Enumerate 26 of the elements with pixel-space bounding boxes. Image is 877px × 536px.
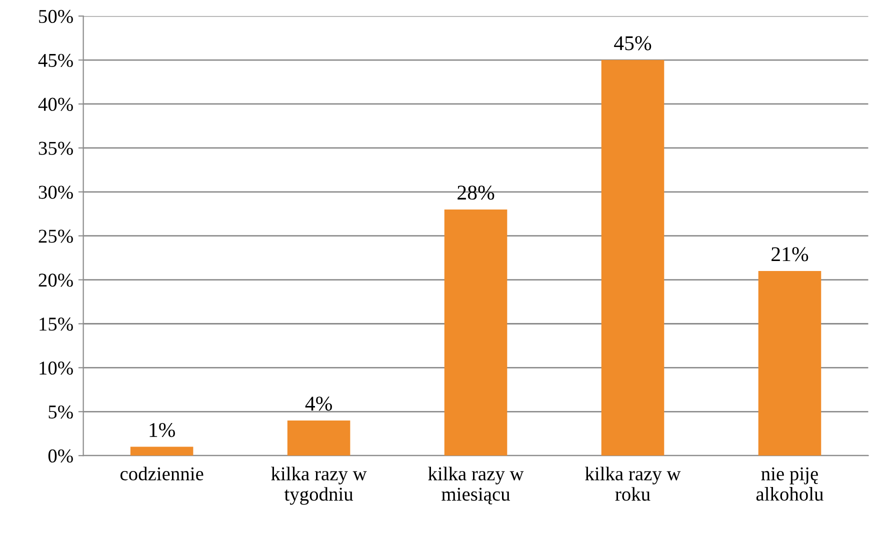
bar <box>758 271 822 456</box>
bar <box>601 60 664 456</box>
y-tick-label: 15% <box>40 318 73 331</box>
x-tick-label: kilka razy w tygodniu <box>271 466 367 505</box>
y-tick-label: 5% <box>48 405 73 419</box>
y-tick-label: 0% <box>48 449 73 463</box>
data-label: 1% <box>150 422 175 438</box>
y-tick-label: 30% <box>38 186 73 199</box>
y-tick-label: 20% <box>38 274 73 287</box>
x-tick-label: nie piję alkoholu <box>756 467 824 501</box>
bar <box>444 209 508 456</box>
y-tick-label: 25% <box>38 230 73 243</box>
y-tick-label: 10% <box>40 362 73 375</box>
bar <box>287 420 350 456</box>
y-tick-label: 50% <box>39 10 73 24</box>
x-tick-label: kilka razy w roku <box>585 466 681 501</box>
data-label: 45% <box>614 36 652 50</box>
data-label: 28% <box>458 186 494 200</box>
y-tick-label: 40% <box>38 98 73 111</box>
x-tick-label: kilka razy w miesiącu <box>428 466 524 504</box>
y-tick-label: 45% <box>38 54 73 68</box>
data-label: 4% <box>305 396 332 411</box>
x-tick-label: codziennie <box>120 466 204 480</box>
bar <box>130 446 194 456</box>
data-label: 21% <box>772 247 808 262</box>
y-tick-label: 35% <box>38 142 73 155</box>
